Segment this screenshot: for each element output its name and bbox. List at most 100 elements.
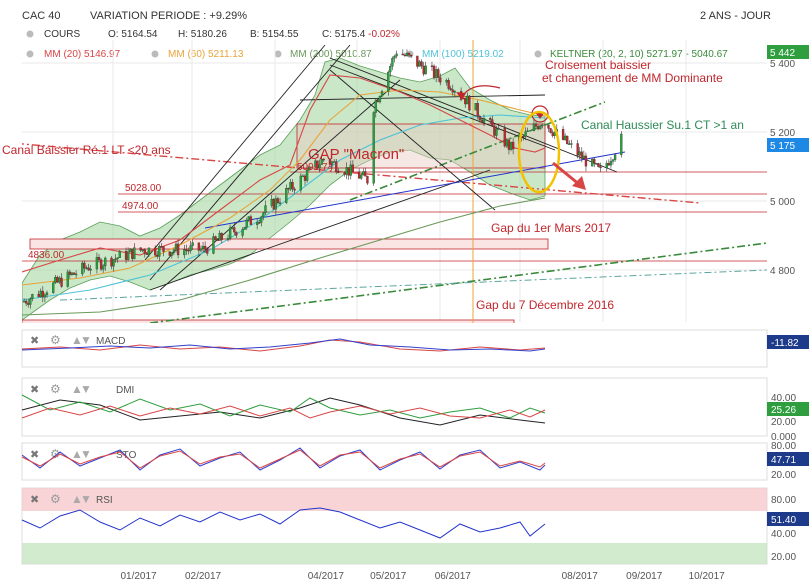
legend-keltner[interactable]: KELTNER (20, 2, 10) 5271.97 - 5040.67 <box>550 49 728 60</box>
dot-icon <box>274 50 282 58</box>
candle-body <box>476 103 479 117</box>
annotation-gap-macron: GAP "Macron" <box>308 146 404 163</box>
candle-body <box>434 69 438 78</box>
arrow-down-icon[interactable]: ▼ <box>80 333 92 347</box>
dot-icon <box>26 50 34 58</box>
arrow-down-icon[interactable]: ▼ <box>80 492 92 506</box>
candle-body <box>580 151 583 159</box>
rsi-panel: ✖ ⚙ ▲ ▼ RSI 80.00 51.40 40.00 20.00 <box>21 487 809 565</box>
arrow-up-icon[interactable]: ▲ <box>71 333 83 347</box>
arrow-down-icon[interactable]: ▼ <box>80 447 92 461</box>
arrow-down-icon[interactable]: ▼ <box>80 382 92 396</box>
gear-icon[interactable]: ⚙ <box>50 382 61 396</box>
candle-body <box>597 163 600 167</box>
candle-body <box>278 202 282 204</box>
macd-signal-line <box>21 338 546 352</box>
timeframe[interactable]: 2 ANS - JOUR <box>700 10 771 22</box>
close-icon[interactable]: ✖ <box>30 449 39 461</box>
legend-mm20[interactable]: MM (20) 5146.97 <box>44 49 121 60</box>
y-tick-label: 20.00 <box>771 417 796 428</box>
candle-body <box>89 268 92 271</box>
dmi-value-badge <box>767 402 809 416</box>
y-tick-label: 4 800 <box>770 266 795 277</box>
dot-icon <box>534 50 542 58</box>
legend-mm100[interactable]: MM (100) 5219.02 <box>422 49 504 60</box>
candle-body <box>578 151 581 156</box>
y-tick-label: 5 200 <box>770 128 795 139</box>
candle-body <box>22 300 26 303</box>
long-trend-line <box>149 242 767 323</box>
mm60-line <box>22 89 546 286</box>
arrow-up-icon[interactable]: ▲ <box>71 492 83 506</box>
rsi-last-value: 51.40 <box>771 515 796 526</box>
candle-body <box>468 95 471 111</box>
mm200-line <box>22 197 546 316</box>
y-tick-label: 0.000 <box>771 432 796 443</box>
candle-body <box>611 159 615 162</box>
close-icon[interactable]: ✖ <box>30 494 39 506</box>
candle-body <box>112 259 115 267</box>
candle-body <box>264 205 267 214</box>
close-icon[interactable]: ✖ <box>30 335 39 347</box>
candle-body <box>539 125 542 130</box>
candle-body <box>318 164 321 169</box>
annotation-canal-baissier: Canal Baissier Ré.1 LT <20 ans <box>2 143 171 157</box>
candle-body <box>141 249 144 251</box>
candle-body <box>509 141 513 150</box>
dot-icon <box>26 30 34 38</box>
candle-body <box>25 300 28 304</box>
candle-body <box>372 112 375 184</box>
candle-body <box>536 126 540 130</box>
lower-trend-line <box>59 269 767 301</box>
candle-body <box>262 212 265 218</box>
candle-body <box>231 227 234 229</box>
candle-body <box>110 257 113 267</box>
candle-body <box>168 251 171 256</box>
legend-mm200[interactable]: MM (200) 5010.87 <box>290 49 372 60</box>
gear-icon[interactable]: ⚙ <box>50 492 61 506</box>
candle-body <box>607 163 610 166</box>
y-tick-label: 40.00 <box>771 393 796 404</box>
candle-body <box>561 129 565 140</box>
close-icon[interactable]: ✖ <box>30 384 39 396</box>
candle-body <box>524 131 527 137</box>
candle-body <box>474 103 477 111</box>
last-price-label: 5 175 <box>770 141 795 152</box>
candle-body <box>85 267 88 269</box>
y-tick-label: 5 000 <box>770 197 795 208</box>
candle-body <box>97 257 101 260</box>
gear-icon[interactable]: ⚙ <box>50 447 61 461</box>
candle-body <box>549 128 552 133</box>
candle-body <box>174 243 178 251</box>
macd-last-value: -11.82 <box>771 338 799 349</box>
candle-body <box>274 198 278 210</box>
candle-body <box>43 294 47 298</box>
arrow-up-icon[interactable]: ▲ <box>71 447 83 461</box>
candle-body <box>395 53 398 57</box>
candle-body <box>416 55 419 67</box>
candle-body <box>129 248 132 253</box>
mm100-line <box>22 114 546 301</box>
candle-body <box>191 242 194 246</box>
candle-body <box>147 247 151 255</box>
candle-body <box>56 277 59 283</box>
indicator-name: RSI <box>96 495 113 506</box>
candle-body <box>31 294 34 299</box>
candle-body <box>343 172 346 175</box>
x-tick-label: 10/2017 <box>689 571 726 582</box>
candle-body <box>201 245 205 250</box>
candle-body <box>116 257 119 259</box>
legend-mm60[interactable]: MM (60) 5211.13 <box>168 49 244 60</box>
candle-body <box>480 119 484 123</box>
y-tick-label: 20.00 <box>771 552 796 563</box>
candle-body <box>464 97 467 105</box>
arrow-up-icon[interactable]: ▲ <box>71 382 83 396</box>
candle-body <box>172 250 176 253</box>
candle-body <box>320 158 323 165</box>
gear-icon[interactable]: ⚙ <box>50 333 61 347</box>
candle-body <box>424 65 427 75</box>
candle-body <box>526 130 529 132</box>
annotation-croisement-2: et changement de MM Dominante <box>542 71 723 85</box>
candle-body <box>158 246 161 257</box>
oversold-zone <box>22 543 767 564</box>
